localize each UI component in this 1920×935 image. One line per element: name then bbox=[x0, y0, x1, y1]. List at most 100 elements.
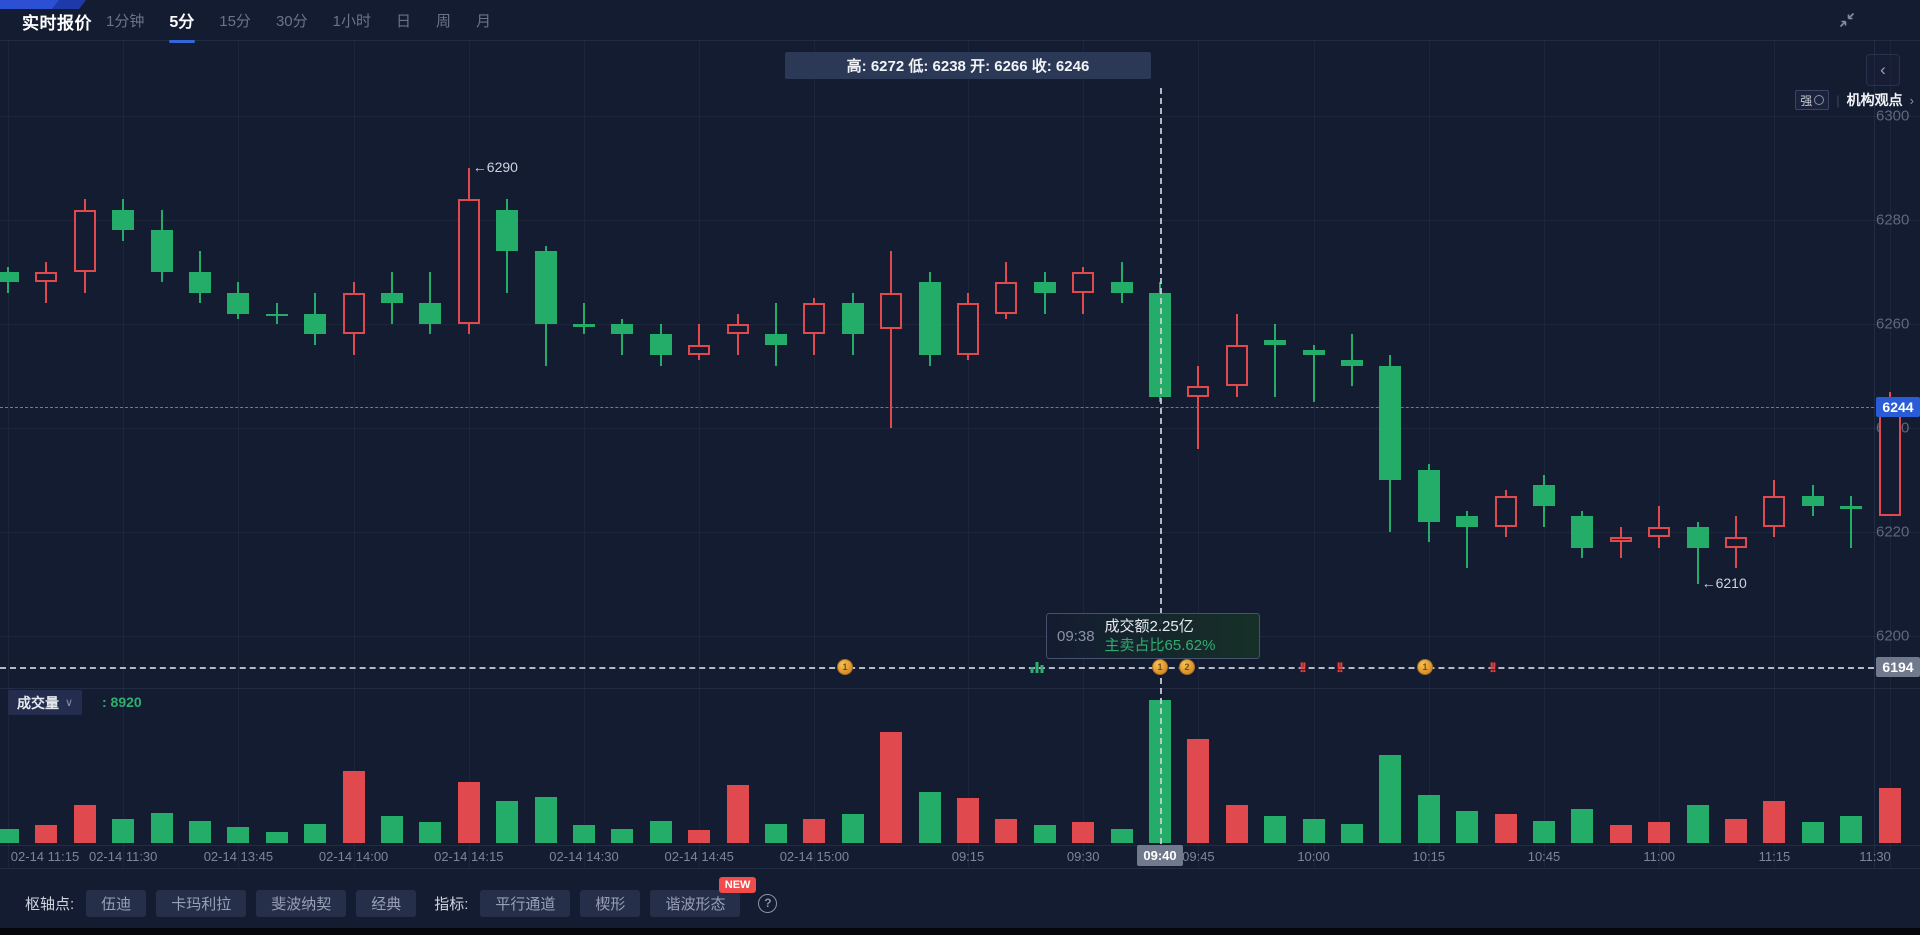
ohlc-info-box: 高: 6272 低: 6238 开: 6266 收: 6246 bbox=[785, 52, 1151, 79]
candle-wick bbox=[1466, 511, 1469, 569]
candle-wick bbox=[698, 324, 701, 361]
tab-timeframe-月[interactable]: 月 bbox=[476, 12, 492, 30]
pivot-button-斐波纳契[interactable]: 斐波纳契 bbox=[256, 889, 347, 917]
gridline-vertical bbox=[584, 41, 585, 868]
price-annotation: ←6290 bbox=[472, 159, 518, 175]
pivot-button-卡玛利拉[interactable]: 卡玛利拉 bbox=[156, 889, 247, 917]
panel-toggle-button[interactable]: ‹ bbox=[1866, 54, 1900, 86]
volume-bar bbox=[918, 791, 941, 843]
institution-view-link[interactable]: 机构观点 bbox=[1846, 92, 1903, 108]
drawing-toolbar: 枢轴点: 伍迪 卡玛利拉 斐波纳契 经典 指标: 平行通道 楔形 谐波形态 NEW ? bbox=[25, 876, 778, 918]
volume-bar bbox=[0, 828, 19, 843]
tab-timeframe-1分钟[interactable]: 1分钟 bbox=[106, 12, 145, 30]
tab-timeframe-30分[interactable]: 30分 bbox=[275, 12, 308, 30]
tab-timeframe-周[interactable]: 周 bbox=[435, 12, 451, 30]
candle bbox=[342, 292, 365, 335]
gridline-vertical bbox=[469, 41, 470, 868]
volume-label: 成交量 bbox=[17, 694, 59, 711]
candle bbox=[227, 292, 250, 314]
candle bbox=[1264, 339, 1287, 345]
indicator-button-楔形[interactable]: 楔形 bbox=[580, 889, 641, 917]
gridline-vertical bbox=[1659, 41, 1660, 868]
candle bbox=[1840, 506, 1863, 509]
volume-bar bbox=[995, 818, 1018, 843]
candle bbox=[35, 272, 58, 283]
collapse-icon[interactable] bbox=[1838, 11, 1856, 29]
candle bbox=[304, 313, 327, 335]
time-tick-label: 10:45 bbox=[1527, 849, 1561, 864]
volume-bar bbox=[227, 826, 250, 843]
bottom-strip bbox=[0, 928, 1920, 935]
candle-wick bbox=[1312, 344, 1315, 402]
volume-bar bbox=[765, 823, 787, 843]
coin-marker-icon: 2 bbox=[1179, 659, 1195, 676]
volume-bar bbox=[1840, 815, 1863, 843]
indicator-button-平行通道[interactable]: 平行通道 bbox=[480, 889, 571, 917]
volume-bar bbox=[1494, 814, 1517, 843]
volume-bar bbox=[1417, 794, 1440, 843]
candle bbox=[1686, 526, 1709, 548]
crosshair-time-tag: 09:40 bbox=[1137, 845, 1183, 866]
crosshair-tooltip: 09:38 成交额2.25亿 主卖占比65.62% bbox=[1046, 613, 1260, 659]
volume-bar bbox=[1878, 788, 1901, 843]
volume-bar bbox=[1533, 820, 1555, 843]
separator: | bbox=[1836, 92, 1840, 108]
page-title: 实时报价 bbox=[22, 14, 92, 33]
time-tick-label: 11:30 bbox=[1859, 849, 1891, 864]
candle-wick bbox=[1043, 272, 1046, 314]
candle-wick bbox=[621, 318, 624, 356]
tab-timeframe-日[interactable]: 日 bbox=[395, 12, 411, 30]
time-tick-label: 02-14 11:15 bbox=[10, 849, 80, 864]
volume-bar bbox=[419, 822, 442, 843]
candle bbox=[1878, 407, 1901, 517]
volume-bar bbox=[1686, 804, 1709, 843]
indicator-button-谐波形态[interactable]: 谐波形态 NEW bbox=[650, 876, 757, 917]
price-axis-label: 6200 bbox=[1876, 627, 1910, 645]
candle bbox=[1072, 272, 1095, 293]
price-annotation: ←6210 bbox=[1701, 575, 1747, 591]
gridline-horizontal bbox=[0, 636, 1920, 637]
candle bbox=[1533, 485, 1555, 506]
volume-bar bbox=[189, 820, 211, 843]
volume-bar bbox=[957, 798, 979, 843]
candle bbox=[1456, 516, 1479, 527]
current-price-tag: 6244 bbox=[1876, 397, 1920, 418]
corner-decoration-2 bbox=[52, 0, 86, 9]
candle bbox=[918, 282, 941, 356]
candle bbox=[1417, 469, 1440, 522]
tab-timeframe-15分[interactable]: 15分 bbox=[219, 12, 251, 30]
candle bbox=[803, 303, 826, 335]
crosshair-price-tag: 6194 bbox=[1876, 657, 1920, 678]
price-axis-label: 6300 bbox=[1876, 107, 1910, 125]
candle bbox=[1609, 537, 1632, 543]
pane-divider bbox=[0, 868, 1920, 869]
candle bbox=[688, 344, 711, 356]
pivot-button-伍迪[interactable]: 伍迪 bbox=[86, 889, 147, 917]
volume-indicator-selector[interactable]: 成交量 ∨ bbox=[8, 690, 83, 715]
candle-wick bbox=[736, 313, 739, 356]
candle-wick bbox=[775, 303, 777, 366]
gridline-horizontal bbox=[0, 116, 1920, 117]
gridline-vertical bbox=[699, 41, 700, 868]
pivot-button-经典[interactable]: 经典 bbox=[356, 889, 417, 917]
volume-bar bbox=[1187, 738, 1210, 843]
gridline-vertical bbox=[1314, 41, 1315, 868]
help-icon[interactable]: ? bbox=[758, 893, 778, 913]
time-tick-label: 02-14 14:15 bbox=[434, 849, 504, 864]
candle bbox=[265, 313, 288, 317]
tab-timeframe-5分[interactable]: 5分 bbox=[169, 4, 194, 36]
tab-timeframe-1小时[interactable]: 1小时 bbox=[332, 12, 371, 30]
candle bbox=[0, 272, 19, 283]
candle-wick bbox=[583, 303, 585, 335]
volume-bar bbox=[1110, 828, 1133, 843]
volume-bar bbox=[304, 823, 327, 843]
candle-wick bbox=[890, 251, 893, 428]
candle bbox=[381, 292, 403, 304]
price-axis-label: 6260 bbox=[1876, 315, 1910, 333]
gridline-vertical bbox=[1544, 41, 1545, 868]
candle-wick bbox=[1696, 521, 1699, 584]
indicator-button-group: 平行通道 楔形 谐波形态 NEW bbox=[480, 876, 757, 917]
candle bbox=[419, 303, 442, 324]
volume-bar bbox=[1379, 754, 1402, 843]
